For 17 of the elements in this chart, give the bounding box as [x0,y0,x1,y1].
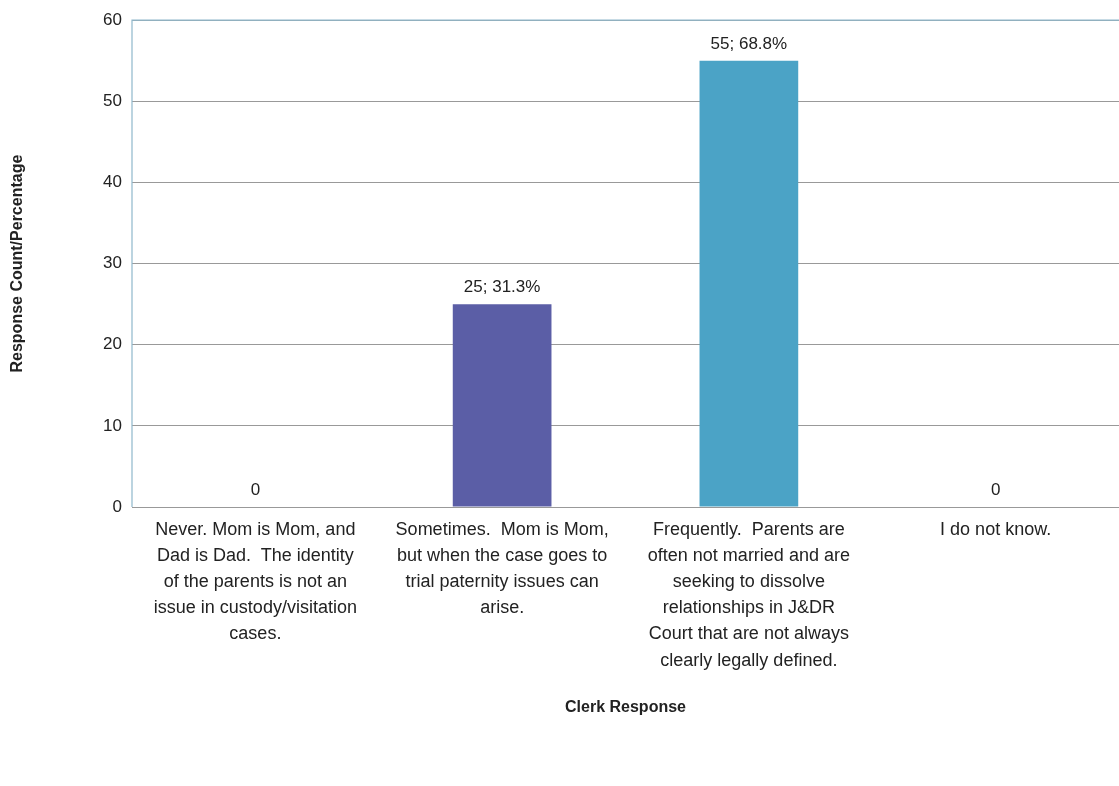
data-label: 0 [250,480,261,500]
y-axis-title: Response Count/Percentage [8,154,26,373]
y-tick-label: 10 [103,415,122,435]
y-tick-label: 50 [103,91,122,111]
data-label: 25; 31.3% [463,277,541,297]
y-tick-label: 30 [103,253,122,273]
x-tick-label: Frequently. Parents are often not married and are seeking to dissolve relationships in J&DR Court that are not always clearly legally defined. [647,519,850,670]
y-tick-label: 60 [103,9,122,29]
x-axis-title: Clerk Response [565,697,687,715]
y-tick-label: 40 [103,172,122,192]
y-tick-label: 0 [112,496,122,516]
y-tick-label: 20 [103,334,122,354]
data-label: 0 [990,480,1001,500]
x-tick-label: Never. Mom is Mom, and Dad is Dad. The identity of the parents is not an issue in custody/visitation cases. [153,519,357,644]
x-tick-label: I do not know. [940,519,1052,540]
x-tick-label: Sometimes. Mom is Mom, but when the case goes to trial paternity issues can arise. [395,519,609,618]
data-label: 55; 68.8% [710,33,788,53]
